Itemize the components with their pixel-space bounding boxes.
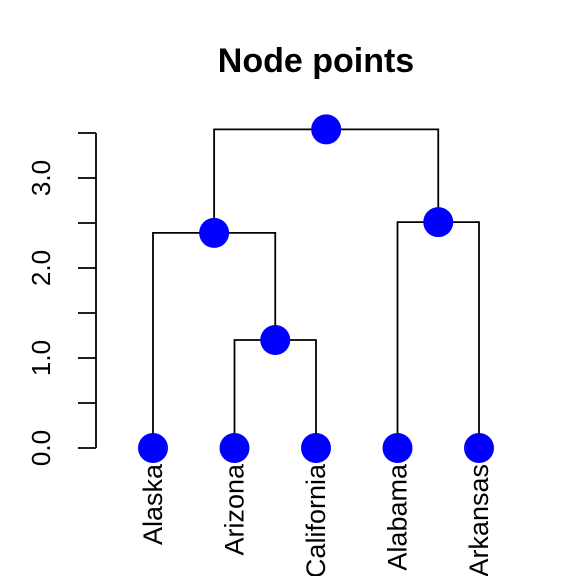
leaf-node-point bbox=[382, 433, 413, 463]
dendrogram-branches bbox=[152, 128, 480, 448]
leaf-label: Alabama bbox=[383, 463, 413, 571]
leaf-label: Alaska bbox=[138, 463, 168, 545]
dendrogram-branch bbox=[396, 221, 480, 448]
leaf-label: California bbox=[301, 463, 331, 576]
leaf-node-point bbox=[464, 433, 494, 463]
y-axis: 0.0 1.0 2.0 3.0 bbox=[26, 132, 97, 466]
dendrogram-branch bbox=[213, 128, 440, 233]
merge-node-point bbox=[199, 217, 230, 248]
node-points bbox=[138, 114, 494, 463]
y-tick-label: 2.0 bbox=[26, 250, 56, 286]
merge-node-point bbox=[260, 325, 291, 355]
dendrogram-branch bbox=[233, 339, 317, 448]
leaf-label: Arkansas bbox=[464, 464, 494, 576]
y-tick-label: 1.0 bbox=[26, 340, 56, 376]
leaf-node-point bbox=[219, 433, 250, 463]
merge-node-point bbox=[311, 114, 342, 145]
y-tick-label: 3.0 bbox=[26, 160, 56, 196]
leaf-node-point bbox=[301, 433, 331, 463]
y-tick-label: 0.0 bbox=[26, 430, 56, 466]
chart-title: Node points bbox=[218, 42, 414, 80]
merge-node-point bbox=[423, 207, 454, 238]
leaf-labels: Alaska Arizona California Alabama Arkansas bbox=[138, 463, 494, 576]
leaf-node-point bbox=[138, 433, 168, 463]
leaf-label: Arizona bbox=[220, 463, 250, 556]
